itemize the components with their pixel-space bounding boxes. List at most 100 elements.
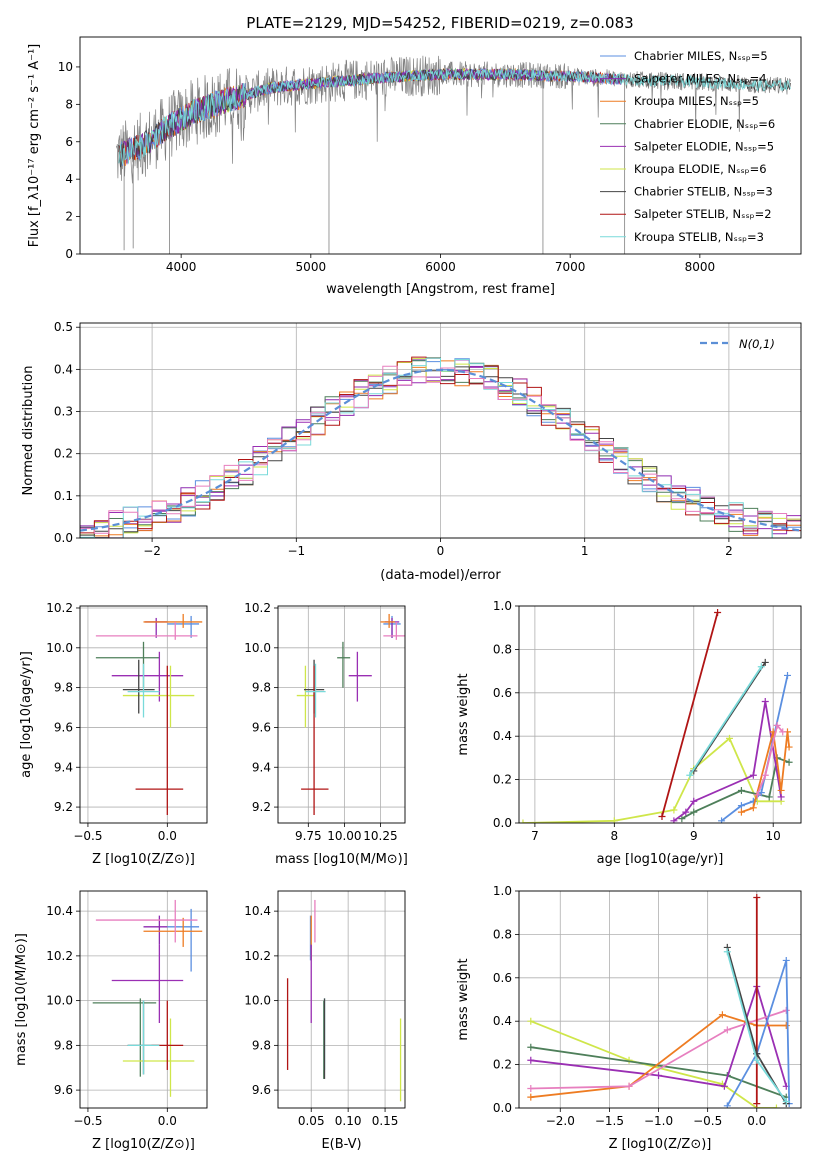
weight-marker — [782, 1006, 790, 1014]
weight-marker — [655, 1071, 663, 1079]
weight-series — [753, 894, 761, 1108]
figure-title: PLATE=2129, MJD=54252, FIBERID=0219, z=0… — [246, 14, 633, 32]
weight-marker — [782, 956, 790, 964]
x-tick-label: −0.5 — [693, 1114, 722, 1128]
errorbar-point — [348, 651, 372, 702]
axes-frame — [79, 36, 802, 255]
x-axis-label: (data-model)/error — [380, 568, 501, 583]
weight-marker — [753, 791, 761, 799]
y-tick-label: 0.1 — [54, 489, 73, 503]
legend-entry: Salpeter MILES, Nₛₛₚ=4 — [634, 72, 767, 86]
x-tick-label: −1.5 — [595, 1114, 624, 1128]
weight-marker — [785, 743, 793, 751]
errorbar-point — [143, 613, 203, 628]
y-tick-label: 10.0 — [46, 994, 73, 1008]
plot-area — [80, 356, 801, 538]
x-tick-label: 8000 — [685, 260, 716, 274]
weight-marker — [777, 786, 785, 794]
y-tick-label: 9.6 — [54, 720, 73, 734]
model-spectrum — [118, 68, 791, 165]
x-tick-label: −2 — [143, 544, 161, 558]
weight-marker — [777, 793, 785, 801]
axes-frame — [277, 605, 406, 824]
x-tick-label: 0.15 — [372, 1114, 399, 1128]
x-tick-label: 0.0 — [747, 1114, 766, 1128]
weight-marker — [737, 808, 745, 816]
weight-marker — [761, 658, 769, 666]
weight-series — [519, 734, 785, 823]
y-tick-label: 10.4 — [244, 904, 271, 918]
y-tick-label: 0.4 — [54, 362, 73, 376]
y-tick-label: 0.6 — [493, 971, 512, 985]
y-tick-label: 9.8 — [54, 681, 73, 695]
y-tick-label: 0.5 — [54, 320, 73, 334]
legend-entry: Salpeter STELIB, Nₛₛₚ=2 — [634, 207, 772, 221]
normal-curve — [80, 368, 801, 532]
x-tick-label: 7000 — [555, 260, 586, 274]
y-tick-label: 9.2 — [54, 800, 73, 814]
x-tick-label: 0 — [437, 544, 445, 558]
axes-spectrum: 4000 5000 6000 7000 8000 0 2 4 6 8 10 wavelength [A… — [27, 36, 802, 297]
y-tick-label: 0.0 — [54, 531, 73, 545]
x-tick-label: −0.5 — [73, 1114, 102, 1128]
weight-line — [756, 723, 784, 796]
weight-marker — [527, 1056, 535, 1064]
y-tick-label: 1.0 — [493, 599, 512, 613]
weight-marker — [723, 1026, 731, 1034]
weight-series — [658, 609, 722, 820]
legend-entry: Kroupa STELIB, Nₛₛₚ=3 — [634, 230, 764, 244]
y-tick-label: 8 — [65, 97, 73, 111]
axes-frame — [79, 322, 802, 539]
weight-series — [737, 728, 793, 816]
y-tick-label: 0.4 — [493, 729, 512, 743]
errorbar-point — [145, 617, 168, 638]
weight-marker — [737, 802, 745, 810]
model-spectrum — [121, 68, 623, 167]
weight-marker — [670, 817, 678, 823]
weight-line — [661, 612, 719, 817]
x-tick-label: 0.0 — [158, 1114, 177, 1128]
weight-line — [693, 661, 767, 772]
legend-entry: Chabrier STELIB, Nₛₛₚ=3 — [634, 185, 773, 199]
y-axis-label: age [log10(age/yr)] — [19, 651, 34, 778]
weight-marker — [527, 1017, 535, 1025]
legend-entry: Chabrier MILES, Nₛₛₚ=5 — [634, 49, 768, 63]
axes-frame — [79, 890, 208, 1109]
plot-area — [296, 613, 405, 816]
x-tick-label: 10.25 — [363, 829, 397, 843]
errorbar-point — [380, 613, 395, 628]
y-tick-label: 10.2 — [46, 949, 73, 963]
axes-frame — [277, 890, 406, 1109]
y-tick-label: 0.4 — [493, 1014, 512, 1028]
weight-line — [726, 960, 791, 1107]
errorbar-point — [337, 641, 351, 688]
errorbar-point — [305, 663, 326, 718]
weight-marker — [678, 815, 686, 823]
weight-marker — [527, 1043, 535, 1051]
y-tick-label: 0.8 — [493, 927, 512, 941]
errorbar-point — [143, 917, 203, 947]
errorbar-point — [95, 621, 198, 640]
weight-marker — [670, 806, 678, 814]
errorbar-point — [301, 665, 329, 816]
legend-entry: Kroupa ELODIE, Nₛₛₚ=6 — [634, 162, 767, 176]
axes-weight_vs_age: 7 8 9 10 0.0 0.2 0.4 0.6 0.8 1.0 age [log10(age/yr… — [456, 599, 802, 867]
weight-marker — [625, 1082, 633, 1090]
x-axis-label: E(B-V) — [321, 1137, 361, 1152]
weight-line — [689, 666, 763, 776]
axes-weight_vs_Z: −2.0 −1.5 −1.0 −0.5 0.0 0.0 0.2 0.4 0.6 0.8 1.0 Z [… — [456, 884, 802, 1152]
x-axis-label: Z [log10(Z/Z⊙)] — [92, 852, 195, 867]
weight-marker — [714, 609, 722, 617]
y-tick-label: 9.6 — [252, 720, 271, 734]
axes-frame — [518, 890, 802, 1109]
errorbar-point — [95, 899, 198, 943]
x-tick-label: 0.10 — [335, 1114, 362, 1128]
weight-line — [721, 675, 789, 822]
axes-mass_vs_Z: −0.5 0.0 9.6 9.8 10.0 10.2 10.4 Z [log10(Z/Z⊙)]… — [14, 890, 208, 1152]
y-axis-label: mass weight — [456, 673, 471, 755]
axes-age_vs_mass: 9.75 10.00 10.25 9.2 9.4 9.6 9.8 10.0 10.2 mass [… — [244, 601, 408, 867]
weight-marker — [720, 1082, 728, 1090]
weight-marker — [783, 671, 791, 679]
legend-entry: Kroupa MILES, Nₛₛₚ=5 — [634, 94, 759, 108]
x-tick-label: 10 — [766, 829, 781, 843]
